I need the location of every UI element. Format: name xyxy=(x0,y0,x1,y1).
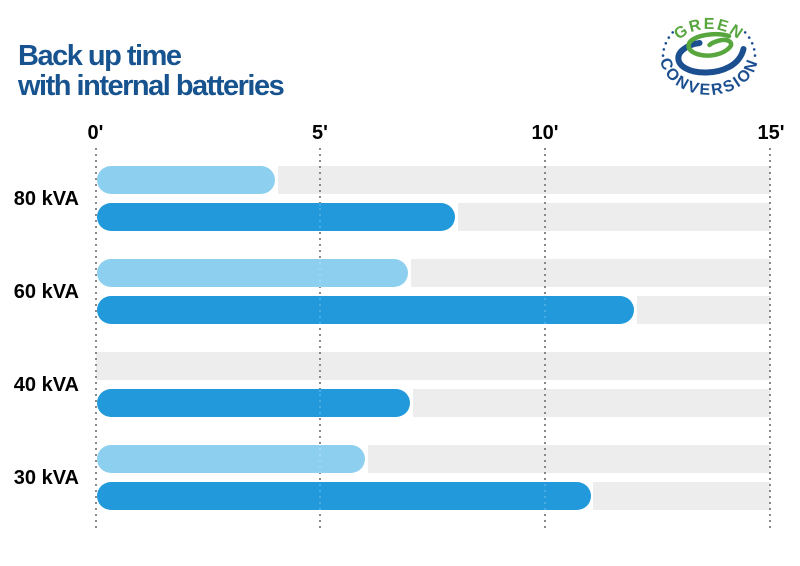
svg-text:CONVERSION: CONVERSION xyxy=(656,56,762,99)
svg-text:GREEN: GREEN xyxy=(671,16,747,43)
